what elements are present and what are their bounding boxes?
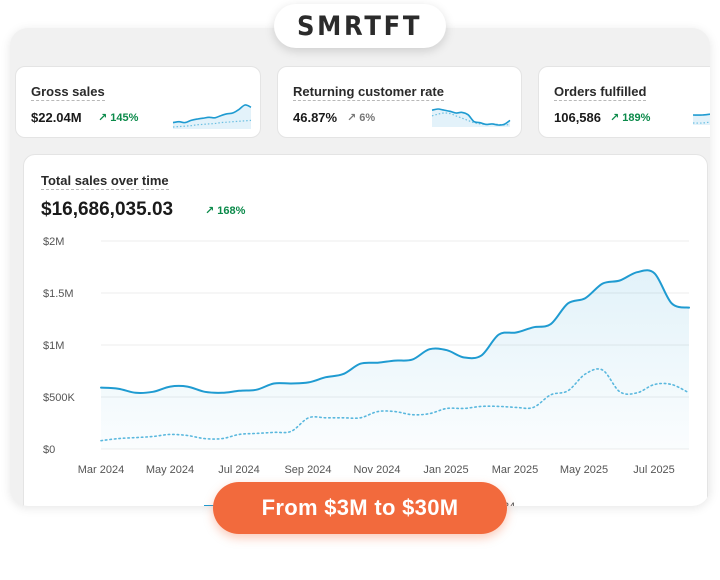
- sparkline-area: [693, 114, 710, 125]
- sparkline-area: [432, 109, 510, 127]
- x-tick-label: Sep 2024: [284, 464, 331, 476]
- kpi-card-gross-sales[interactable]: Gross sales $22.04M ↗ 145%: [15, 66, 261, 138]
- x-tick-label: Jan 2025: [423, 464, 468, 476]
- arrow-up-right-icon: ↗: [205, 205, 215, 217]
- series-line-current: [100, 269, 690, 395]
- sparkline-area: [173, 104, 251, 129]
- sparkline-current: [172, 104, 252, 124]
- arrow-up-right-icon: ↗: [610, 112, 620, 124]
- main-delta-value: 168%: [217, 205, 246, 217]
- main-title: Total sales over time: [41, 173, 169, 190]
- sparkline-previous: [172, 119, 252, 128]
- x-tick-label: Mar 2024: [78, 464, 124, 476]
- kpi-value: $22.04M: [31, 110, 82, 125]
- x-tick-label: May 2025: [560, 464, 608, 476]
- kpi-value: 106,586: [554, 110, 601, 125]
- sparkline-current: [692, 113, 710, 116]
- x-tick-label: Mar 2025: [492, 464, 538, 476]
- arrow-up-right-icon: ↗: [98, 112, 108, 124]
- y-tick-label: $1M: [43, 340, 64, 352]
- sparkline: [172, 104, 252, 129]
- series-line-previous: [100, 368, 690, 442]
- kpi-delta-value: 189%: [622, 112, 651, 124]
- y-tick-label: $2M: [43, 236, 64, 248]
- cta-banner[interactable]: From $3M to $30M: [213, 482, 507, 534]
- x-tick-label: Jul 2025: [633, 464, 675, 476]
- x-tick-label: Jul 2024: [218, 464, 260, 476]
- sparkline: [431, 108, 511, 127]
- y-tick-label: $500K: [43, 392, 75, 404]
- kpi-title: Gross sales: [31, 84, 105, 101]
- kpi-delta: ↗ 145%: [98, 111, 138, 124]
- kpi-delta-value: 145%: [110, 112, 139, 124]
- arrow-up-right-icon: ↗: [347, 112, 357, 124]
- main-value: $16,686,035.03: [41, 199, 174, 220]
- kpi-card-orders-fulfilled[interactable]: Orders fulfilled 106,586 ↗ 189%: [538, 66, 710, 138]
- y-tick-label: $0: [43, 444, 55, 456]
- kpi-title: Returning customer rate: [293, 84, 444, 101]
- kpi-card-returning-customer-rate[interactable]: Returning customer rate 46.87% ↗ 6%: [277, 66, 522, 138]
- kpi-delta: ↗ 189%: [610, 111, 650, 124]
- kpi-delta: ↗ 6%: [347, 111, 375, 124]
- x-tick-label: Nov 2024: [353, 464, 400, 476]
- brand-logo: SMRTFT: [274, 4, 446, 48]
- dashboard-frame: Gross sales $22.04M ↗ 145% Returning cus…: [10, 28, 710, 506]
- sparkline: [692, 113, 710, 125]
- logo-text: SMRTFT: [297, 10, 423, 42]
- series-area: [101, 270, 689, 449]
- sales-line-chart: $2M $1.5M $1M $500K $0 Mar 2024 May 2024 Jul 20…: [43, 236, 690, 506]
- sparkline-current: [431, 108, 511, 126]
- sparkline-previous: [692, 121, 710, 124]
- total-sales-card: Total sales over time $16,686,035.03 ↗ 1…: [23, 154, 708, 506]
- kpi-value: 46.87%: [293, 110, 338, 125]
- y-tick-label: $1.5M: [43, 288, 74, 300]
- x-tick-label: May 2024: [146, 464, 194, 476]
- main-delta: ↗ 168%: [205, 204, 245, 217]
- kpi-title: Orders fulfilled: [554, 84, 647, 101]
- kpi-delta-value: 6%: [359, 112, 376, 124]
